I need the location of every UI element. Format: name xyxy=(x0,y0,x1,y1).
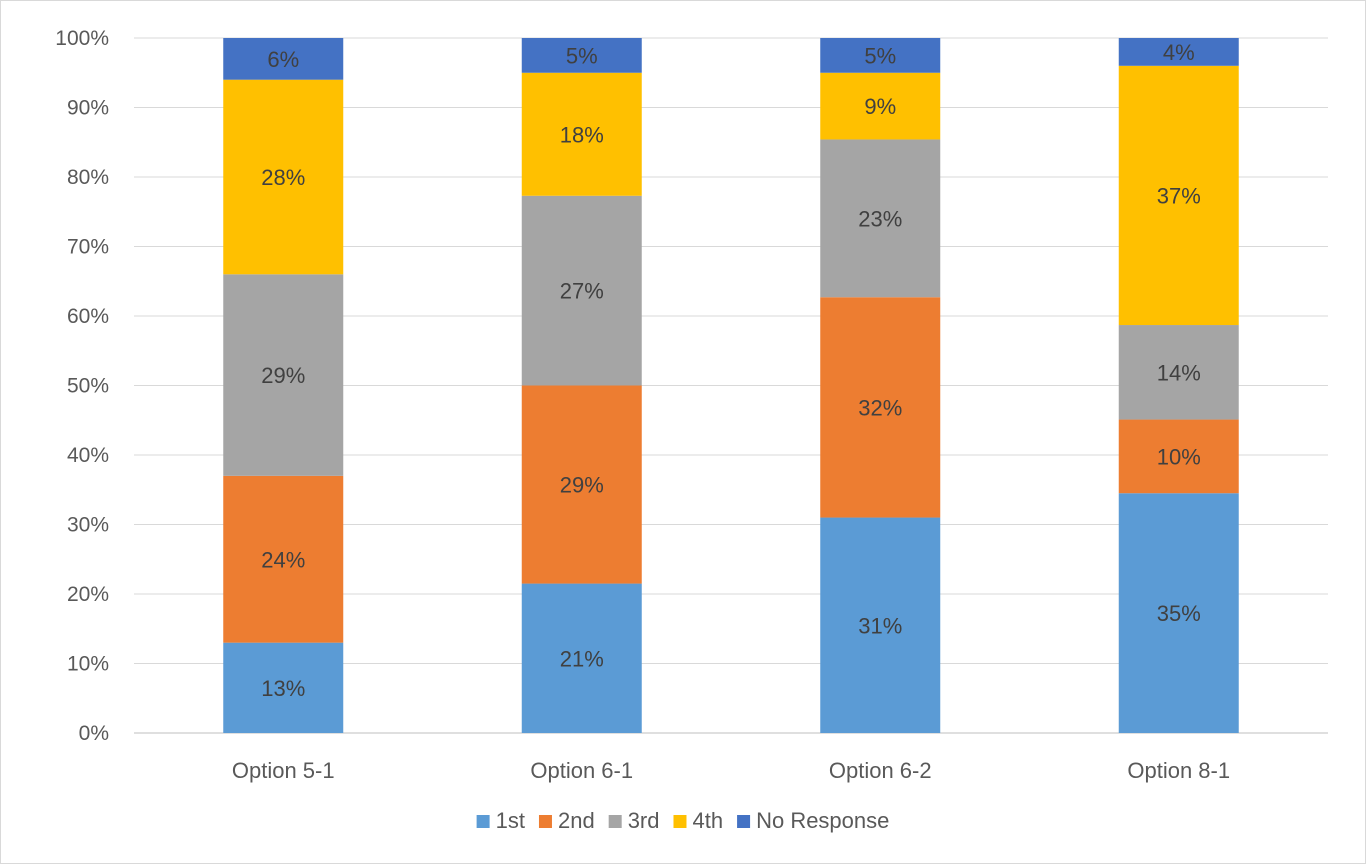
y-tick-label: 80% xyxy=(67,166,109,189)
data-label: 32% xyxy=(858,395,902,420)
data-label: 35% xyxy=(1157,601,1201,626)
bar-segment xyxy=(223,475,344,643)
bar-segment xyxy=(1118,325,1239,420)
bar-segment xyxy=(820,139,941,298)
y-tick-label: 100% xyxy=(55,27,109,50)
legend-swatch xyxy=(476,815,490,828)
bar-segment xyxy=(1118,419,1239,494)
legend-swatch xyxy=(608,815,622,828)
x-tick-label: Option 6-2 xyxy=(829,758,932,783)
bar-segment xyxy=(820,517,941,733)
data-label: 31% xyxy=(858,613,902,638)
legend-swatch xyxy=(737,815,751,828)
data-label: 27% xyxy=(560,279,604,304)
bar-segment xyxy=(1118,38,1239,66)
x-tick-label: Option 8-1 xyxy=(1127,758,1230,783)
legend-label: 1st xyxy=(496,808,525,833)
data-label: 5% xyxy=(864,43,896,68)
bar-segment xyxy=(820,72,941,140)
bar-segment xyxy=(223,79,344,275)
x-tick-label: Option 5-1 xyxy=(232,758,335,783)
data-label: 29% xyxy=(261,363,305,388)
legend-swatch xyxy=(673,815,687,828)
bar-segment xyxy=(521,385,642,584)
y-tick-label: 40% xyxy=(67,444,109,467)
bar-segment xyxy=(1118,65,1239,326)
data-label: 29% xyxy=(560,473,604,498)
data-label: 28% xyxy=(261,165,305,190)
legend-label: 3rd xyxy=(628,808,660,833)
data-label: 6% xyxy=(267,47,299,72)
data-label: 23% xyxy=(858,206,902,231)
data-label: 5% xyxy=(566,43,598,68)
bar-segment xyxy=(223,642,344,733)
y-tick-label: 20% xyxy=(67,583,109,606)
data-label: 10% xyxy=(1157,444,1201,469)
y-tick-label: 50% xyxy=(67,375,109,398)
bar-segment xyxy=(820,38,941,73)
bar-segment xyxy=(1118,493,1239,733)
data-label: 18% xyxy=(560,122,604,147)
data-label: 4% xyxy=(1163,40,1195,65)
x-tick-label: Option 6-1 xyxy=(530,758,633,783)
y-tick-label: 70% xyxy=(67,236,109,259)
bar-segment xyxy=(223,38,344,80)
bar-segment xyxy=(521,38,642,73)
legend-label: 4th xyxy=(692,808,723,833)
y-tick-label: 30% xyxy=(67,514,109,537)
legend-swatch xyxy=(538,815,552,828)
y-tick-label: 0% xyxy=(79,722,109,745)
legend-label: No Response xyxy=(756,808,889,833)
y-tick-label: 10% xyxy=(67,653,109,676)
data-label: 14% xyxy=(1157,360,1201,385)
bar-segment xyxy=(521,72,642,196)
data-label: 9% xyxy=(864,94,896,119)
data-label: 37% xyxy=(1157,183,1201,208)
bar-segment xyxy=(820,297,941,518)
legend-label: 2nd xyxy=(558,808,595,833)
y-tick-label: 60% xyxy=(67,305,109,328)
bar-segment xyxy=(521,195,642,386)
data-label: 24% xyxy=(261,547,305,572)
bar-segment xyxy=(223,274,344,476)
data-label: 21% xyxy=(560,646,604,671)
y-tick-label: 90% xyxy=(67,97,109,120)
data-label: 13% xyxy=(261,676,305,701)
bar-segment xyxy=(521,583,642,733)
